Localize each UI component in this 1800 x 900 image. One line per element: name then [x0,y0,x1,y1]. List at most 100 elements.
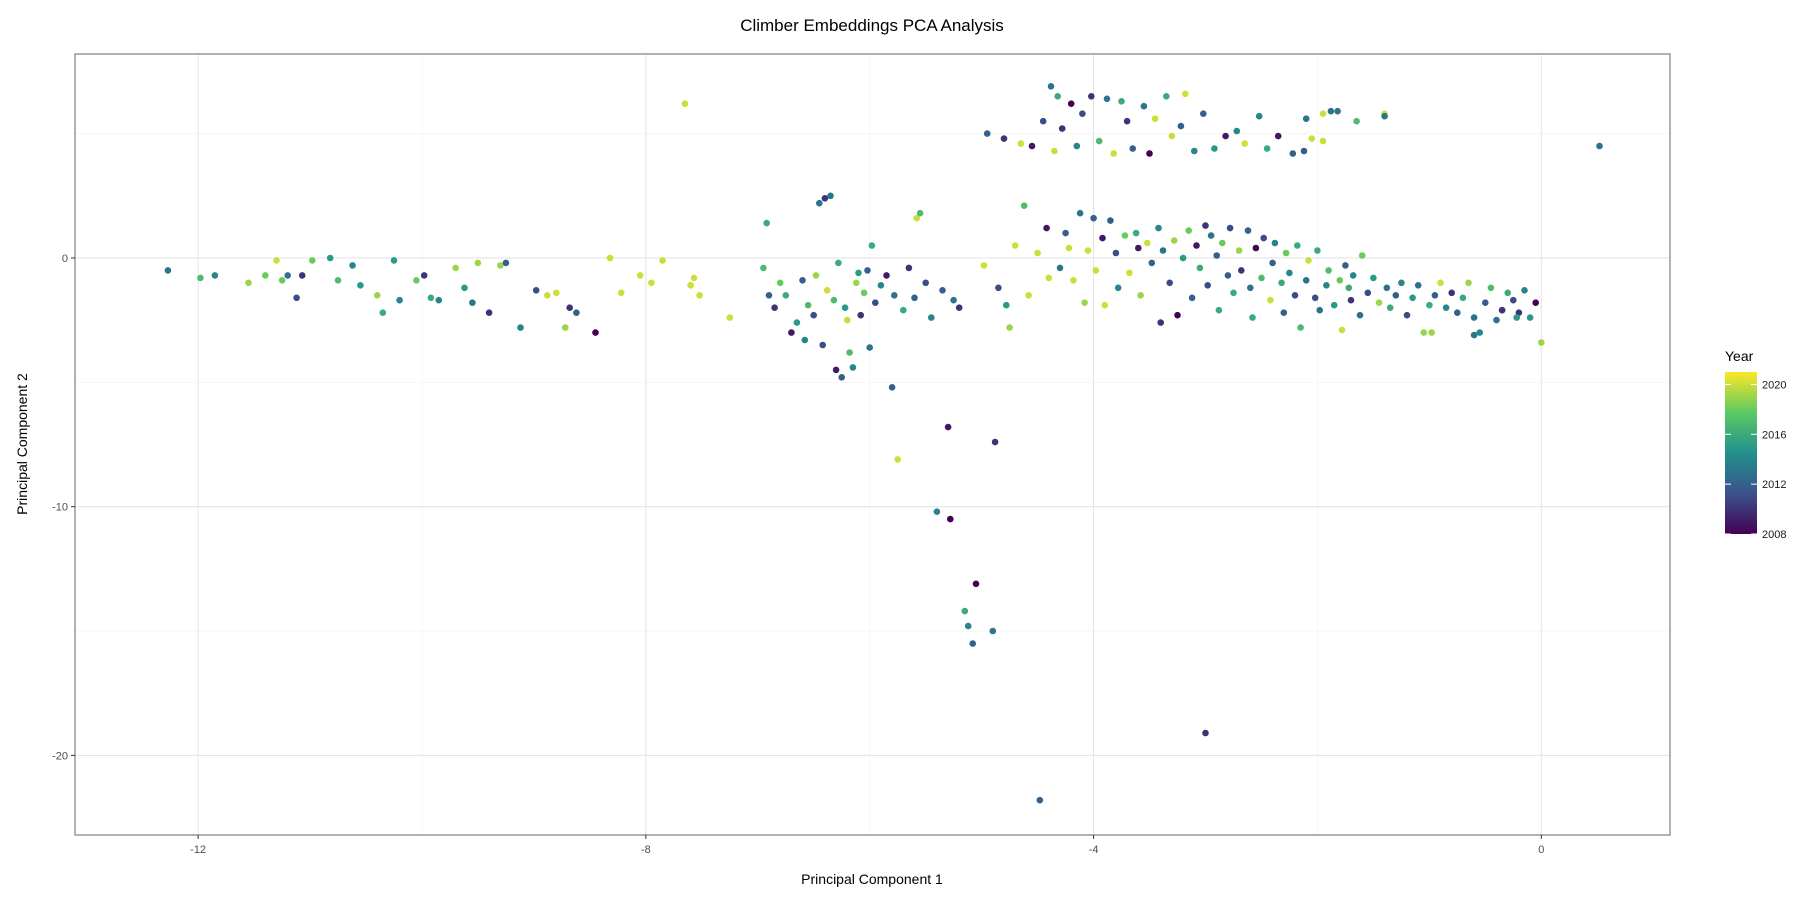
data-point [1498,306,1506,314]
data-point [913,214,920,222]
data-point [1146,150,1153,157]
data-point [1129,145,1136,152]
data-point [273,257,280,264]
data-point [760,264,767,272]
data-point [1163,93,1170,100]
data-point [1334,107,1341,115]
data-point [1095,137,1103,145]
data-point [553,289,560,297]
data-point [868,242,876,249]
data-point [939,287,946,294]
data-point [1291,292,1299,299]
data-point [517,324,524,331]
data-point [1182,90,1189,98]
data-point [877,282,885,289]
data-point [1327,107,1335,115]
data-point [379,309,387,317]
plot-panel [75,54,1670,835]
data-point [830,296,838,304]
data-point [1121,232,1129,239]
data-point [1157,319,1164,326]
data-point [782,292,790,299]
data-point [659,257,666,264]
data-point [864,267,871,274]
data-point [1219,239,1226,247]
data-point [1047,83,1055,90]
data-point [1211,145,1218,152]
data-point [726,314,734,321]
data-point [1302,115,1310,122]
data-point [1364,289,1372,297]
data-point [1188,294,1196,302]
data-point [1504,289,1511,297]
x-tick-label: -8 [641,844,651,856]
data-point [648,279,655,287]
data-point [1510,296,1517,304]
data-point [950,296,957,304]
data-point [1381,112,1388,120]
data-point [1213,252,1220,259]
data-point [435,296,443,304]
data-point [1126,269,1133,277]
data-point [1386,304,1394,312]
data-point [846,349,853,356]
data-point [413,277,420,284]
data-point [1323,282,1330,289]
plot-border [74,53,1671,836]
data-point [1319,137,1327,145]
data-point [801,336,809,344]
x-axis-ticks: -12 -8 -4 0 [190,835,1544,856]
data-point [1258,274,1265,282]
data-point [1398,279,1405,287]
data-point [1103,95,1111,103]
data-point [853,279,860,287]
data-point [1305,257,1312,264]
data-point [1000,135,1008,142]
data-point [1155,224,1162,232]
data-point [1003,301,1010,309]
data-point [309,257,316,264]
data-point [911,294,918,302]
data-point [1521,287,1528,294]
data-point [1308,135,1316,142]
data-point [1207,232,1215,239]
data-point [1409,294,1416,302]
data-point [1179,254,1187,262]
data-point [1088,93,1095,100]
data-point [544,292,551,299]
data-point [1045,274,1053,282]
data-point [1271,239,1279,247]
data-point [284,272,292,279]
data-point [1358,252,1366,259]
data-point [1028,142,1036,150]
data-point [1286,269,1293,277]
data-point [1431,292,1439,299]
data-point [1011,242,1019,249]
data-point [1482,299,1489,307]
data-point [427,294,435,302]
y-axis-title: Principal Component 2 [14,373,30,515]
data-point [1062,229,1069,237]
data-point [1177,122,1185,130]
data-point [799,277,806,284]
data-point [1043,224,1050,232]
data-point [1269,259,1276,267]
data-point [995,284,1002,292]
data-point [1487,284,1495,292]
data-point [1513,314,1520,321]
data-point [961,607,969,615]
data-point [1338,326,1346,334]
data-point [991,438,999,446]
data-point [1255,112,1263,120]
data-point [1137,292,1144,299]
data-point [1596,142,1603,150]
data-point [1039,117,1047,125]
data-point [1170,237,1178,244]
data-point [1073,142,1081,150]
data-point [1375,299,1383,307]
data-point [469,299,476,307]
data-point [1191,147,1198,155]
data-points [164,83,1603,804]
data-point [1330,301,1338,309]
